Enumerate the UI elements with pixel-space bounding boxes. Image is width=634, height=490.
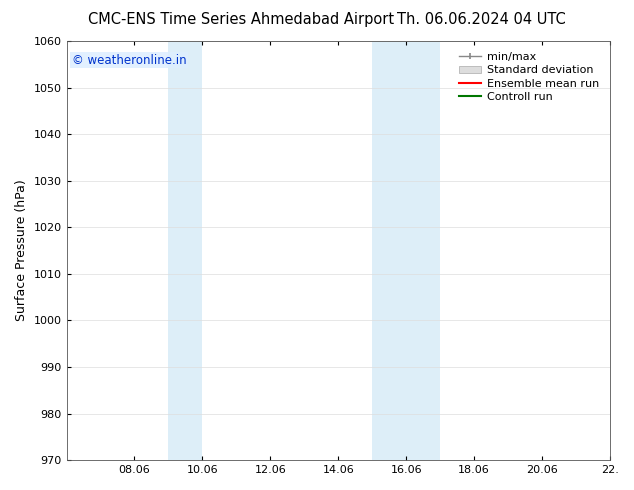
Legend: min/max, Standard deviation, Ensemble mean run, Controll run: min/max, Standard deviation, Ensemble me…: [453, 47, 604, 108]
Bar: [169, 41, 202, 460]
Text: © weatheronline.in: © weatheronline.in: [72, 53, 186, 67]
Text: Th. 06.06.2024 04 UTC: Th. 06.06.2024 04 UTC: [398, 12, 566, 27]
Text: CMC-ENS Time Series Ahmedabad Airport: CMC-ENS Time Series Ahmedabad Airport: [88, 12, 394, 27]
Bar: [372, 41, 440, 460]
Y-axis label: Surface Pressure (hPa): Surface Pressure (hPa): [15, 180, 28, 321]
